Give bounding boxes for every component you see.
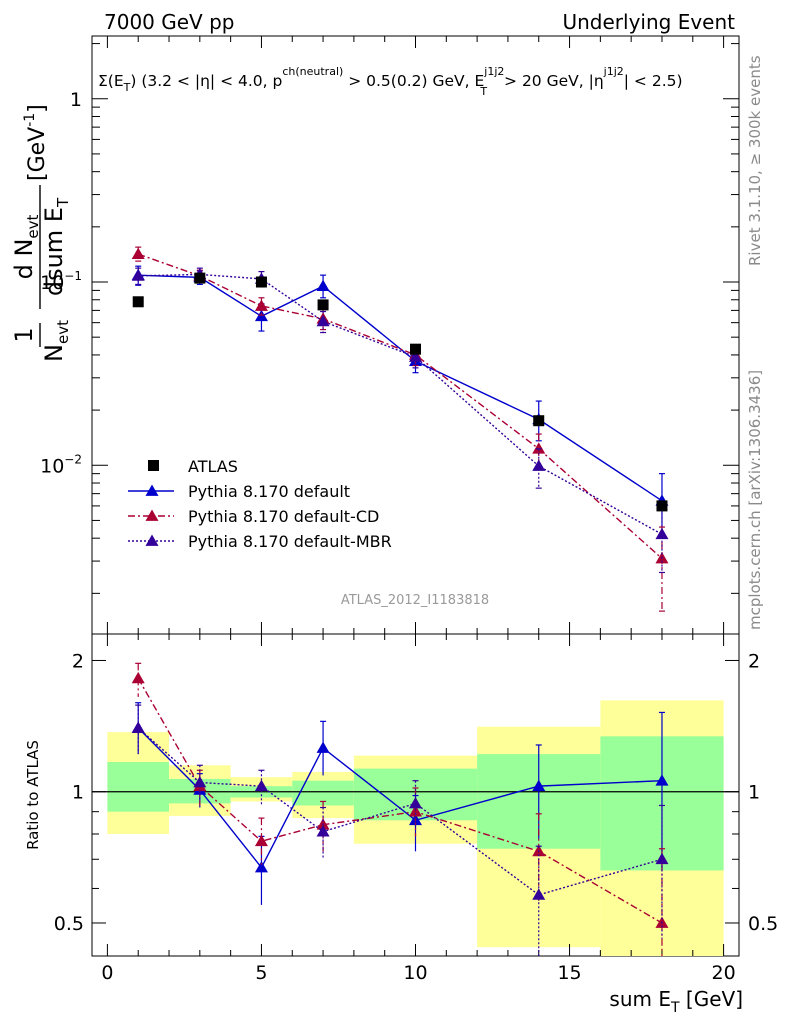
legend-label: Pythia 8.170 default — [188, 482, 350, 501]
data-point — [131, 247, 145, 259]
atlas-point — [317, 299, 329, 311]
x-tick-label: 15 — [557, 962, 581, 984]
ratio-point — [409, 796, 422, 809]
legend: ATLAS Pythia 8.170 default Pythia 8.170 de… — [128, 457, 392, 551]
data-point — [532, 459, 546, 471]
ratio-point — [254, 861, 268, 873]
data-point — [316, 314, 330, 327]
ratio-point — [655, 852, 669, 865]
chart-title: Σ(ET) (3.2 < |η| < 4.0, pch(neutral) > 0… — [98, 65, 683, 98]
legend-atlas-marker — [148, 460, 159, 471]
ratio-point — [131, 721, 145, 733]
ratio-series — [131, 662, 669, 956]
ratio-point — [316, 825, 330, 837]
legend-label: Pythia 8.170 default-CD — [188, 507, 379, 526]
ratio-tick-label: 1 — [72, 782, 84, 804]
ratio-band-green — [107, 761, 170, 812]
x-tick-label: 10 — [403, 962, 427, 984]
atlas-point — [194, 272, 206, 284]
ratio-point — [193, 775, 207, 788]
data-point — [655, 527, 669, 540]
series-2 — [131, 267, 669, 574]
atlas-point — [656, 500, 668, 512]
y-axis-label: 1 Nevt d Nevt dsum ET [GeV-1] — [10, 104, 72, 362]
data-point — [532, 442, 546, 454]
ratio-tick-label-right: 2 — [748, 650, 760, 672]
atlas-data — [132, 272, 668, 512]
x-tick-label: 20 — [712, 962, 736, 984]
ratio-series-2 — [131, 704, 669, 956]
x-tick-label: 0 — [101, 962, 113, 984]
atlas-point — [533, 415, 545, 427]
data-point — [316, 279, 330, 291]
data-point — [409, 350, 422, 362]
ratio-point — [532, 888, 546, 900]
svg-text:d Nevt: d Nevt — [10, 214, 42, 279]
ratio-tick-label-right: 1 — [748, 782, 760, 804]
rivet-label: Rivet 3.1.10, ≥ 300k events — [746, 55, 764, 266]
mcplots-label: mcplots.cern.ch [arXiv:1306.3436] — [746, 370, 764, 630]
ratio-point — [409, 805, 422, 817]
header-left: 7000 GeV pp — [104, 10, 235, 34]
ratio-y-label: Ratio to ATLAS — [24, 740, 42, 850]
legend-marker — [145, 534, 159, 546]
legend-marker — [145, 509, 159, 521]
ratio-uncertainty-bands — [92, 700, 739, 956]
svg-text:dsum ET: dsum ET — [40, 197, 72, 296]
axis-tick-labels: 0 5 10 15 20 1 10−1 10−2 0.5 0.5 1 1 2 2 — [40, 89, 778, 984]
y-tick-label: 1 — [70, 89, 82, 111]
ratio-point — [254, 834, 268, 847]
legend-label: Pythia 8.170 default-MBR — [188, 532, 392, 551]
ratio-point — [131, 671, 145, 684]
x-axis-label: sum ET [GeV] — [609, 987, 743, 1016]
svg-text:[GeV-1]: [GeV-1] — [22, 104, 50, 181]
x-tick-label: 5 — [255, 962, 267, 984]
legend-atlas-label: ATLAS — [188, 457, 238, 476]
ratio-point — [316, 741, 330, 753]
atlas-point — [255, 276, 267, 288]
data-point — [131, 269, 145, 281]
ratio-tick-label-right: 0.5 — [748, 913, 778, 935]
axis-ticks — [92, 36, 739, 956]
analysis-watermark: ATLAS_2012_I1183818 — [341, 593, 489, 608]
atlas-point — [410, 343, 421, 355]
y-tick-label: 10−1 — [40, 269, 82, 294]
y-tick-label: 10−2 — [40, 452, 82, 477]
atlas-point — [132, 296, 144, 308]
main-series — [131, 246, 669, 612]
ratio-point — [532, 779, 546, 792]
svg-text:Nevt: Nevt — [40, 320, 72, 362]
svg-text:1: 1 — [10, 327, 38, 342]
legend-marker — [145, 484, 159, 496]
header-right: Underlying Event — [562, 10, 735, 34]
series-1 — [131, 246, 669, 612]
ratio-point — [655, 774, 669, 786]
ratio-point — [254, 779, 268, 792]
ratio-tick-label: 0.5 — [54, 913, 84, 935]
data-point — [254, 299, 268, 311]
ratio-tick-label: 2 — [72, 650, 84, 672]
